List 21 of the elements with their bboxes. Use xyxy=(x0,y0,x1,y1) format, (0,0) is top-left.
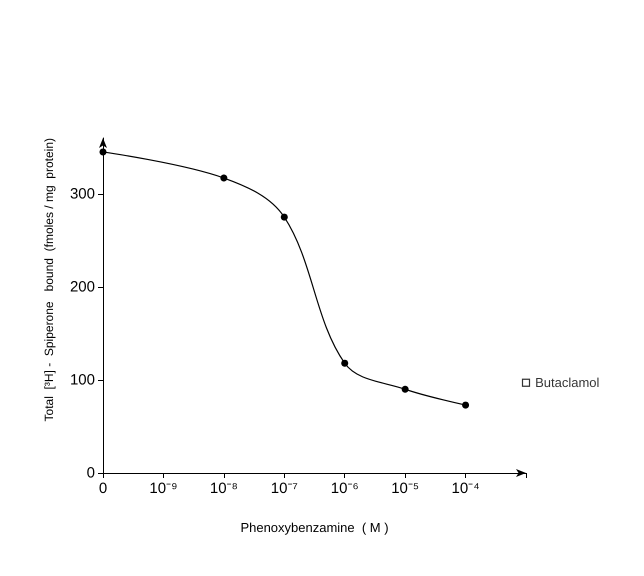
y-tick-label: 300 xyxy=(70,185,95,202)
y-tick-label: 100 xyxy=(70,371,95,388)
x-tick-label: 10⁻⁶ xyxy=(330,480,359,497)
point xyxy=(402,386,409,393)
point xyxy=(462,402,470,409)
point xyxy=(280,214,288,221)
x-tick-label: 10⁻⁴ xyxy=(452,480,480,497)
point xyxy=(220,174,228,182)
x-tick-label: 10⁻⁹ xyxy=(149,480,178,497)
y-axis-title: Total [³H] - Spiperone bound (fmoles / mg protein) xyxy=(42,138,56,422)
x-axis-title: Phenoxybenzamine ( M ) xyxy=(240,520,389,535)
x-tick-label: 0 xyxy=(98,480,108,497)
x-tick-label: 10⁻⁷ xyxy=(270,480,298,497)
x-tick-label: 10⁻⁵ xyxy=(391,480,420,497)
x-tick-label: 10⁻⁸ xyxy=(210,480,238,497)
y-tick-label: 0 xyxy=(86,464,95,482)
series-label: Butaclamol xyxy=(535,375,600,390)
point xyxy=(341,360,348,367)
point xyxy=(522,378,530,387)
y-tick-label: 200 xyxy=(70,278,95,296)
point xyxy=(100,148,106,156)
